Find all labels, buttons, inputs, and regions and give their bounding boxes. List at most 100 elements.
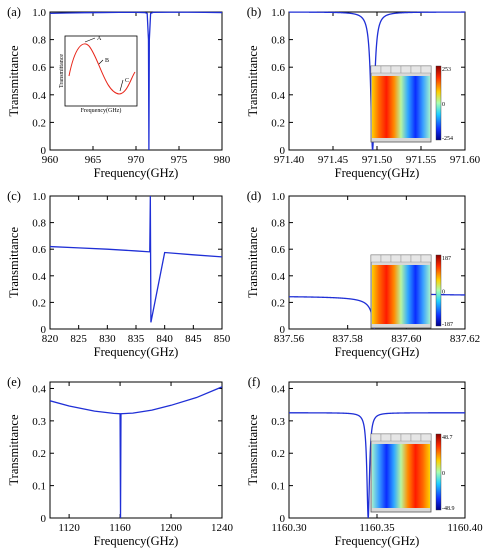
inset-arrow	[98, 59, 104, 65]
x-tick-label: 965	[85, 154, 102, 166]
inset: 48.7 0 -48.9	[370, 433, 455, 513]
y-axis-label: Transmittance	[7, 45, 21, 117]
y-tick-label: 0.2	[32, 297, 46, 309]
field-map-cell	[370, 433, 382, 442]
colorbar-max: 253	[442, 67, 451, 73]
panel-label: (f)	[248, 375, 261, 389]
colorbar-max: 187	[442, 256, 451, 262]
inset-arrow	[84, 37, 96, 43]
y-tick-label: 1.0	[32, 191, 46, 203]
chart-panel-4: 837.56 837.58 837.60 837.62 0 0.2 0.4 0.6 0.8 1.0…	[246, 189, 480, 359]
x-tick-label: 840	[156, 333, 173, 345]
plot-frame	[288, 195, 466, 330]
y-tick-label: 0.8	[271, 218, 285, 230]
field-map-cell	[410, 433, 422, 442]
x-axis-label: Frequency(GHz)	[94, 534, 179, 548]
inset: A B C Frequency(GHz) Transmittance	[59, 35, 138, 114]
y-tick-label: 0	[41, 513, 47, 525]
chart-panel-6: 1160.30 1160.35 1160.40 0 0.1 0.2 0.3 0.4 Freque…	[246, 375, 483, 548]
x-tick-label: 837.62	[450, 333, 480, 345]
field-map-cell	[390, 433, 402, 442]
field-map	[372, 76, 430, 138]
x-tick-label: 960	[42, 154, 59, 166]
y-axis-label: Transmittance	[7, 414, 21, 486]
field-map	[372, 265, 430, 324]
x-axis-label: Frequency(GHz)	[94, 345, 179, 359]
x-tick-label: 971.55	[406, 154, 437, 166]
colorbar-mid: 0	[442, 290, 445, 296]
y-tick-label: 0.3	[271, 416, 285, 428]
field-map	[372, 444, 430, 508]
chart-panel-3: 820 825 830 835 840 845 850 0 0.2 0.4 0.6 0.8 1.0 Fre…	[7, 189, 231, 359]
y-tick-label: 0.4	[32, 383, 46, 395]
field-map-cell	[400, 433, 412, 442]
y-tick-label: 0	[280, 513, 286, 525]
x-tick-label: 845	[185, 333, 202, 345]
y-tick-label: 0	[41, 324, 47, 336]
colorbar	[435, 65, 442, 141]
x-tick-label: 837.58	[333, 333, 364, 345]
colorbar-max: 48.7	[442, 435, 453, 441]
panel-label: (e)	[7, 375, 21, 389]
x-tick-label: 1200	[160, 522, 183, 534]
y-tick-label: 0	[280, 324, 286, 336]
inset-xlabel: Frequency(GHz)	[81, 107, 122, 114]
colorbar-mid: 0	[442, 471, 445, 477]
y-tick-label: 0	[41, 145, 47, 157]
panel-label: (d)	[247, 189, 262, 203]
x-tick-label: 1160.40	[447, 522, 483, 534]
x-tick-label: 830	[99, 333, 116, 345]
field-map-cell	[400, 65, 412, 74]
series-line-1	[50, 386, 222, 518]
colorbar	[435, 433, 442, 511]
x-axis-label: Frequency(GHz)	[335, 345, 420, 359]
chart-panel-5: 1120 1160 1200 1240 0 0.1 0.2 0.3 0.4 Frequency(G…	[7, 375, 234, 548]
x-tick-label: 835	[128, 333, 145, 345]
series-line-1	[289, 11, 465, 150]
y-tick-label: 0.6	[32, 244, 46, 256]
x-tick-label: 970	[128, 154, 145, 166]
field-map-cell	[370, 65, 382, 74]
y-tick-label: 0.4	[271, 383, 285, 395]
inset: 253 0 -254	[370, 65, 453, 143]
x-axis-label: Frequency(GHz)	[94, 166, 179, 180]
inset-curve	[68, 43, 136, 95]
y-tick-label: 1.0	[271, 191, 285, 203]
y-axis-label: Transmittance	[246, 45, 260, 117]
x-tick-label: 975	[171, 154, 188, 166]
y-tick-label: 1.0	[32, 7, 46, 19]
x-tick-label: 825	[70, 333, 87, 345]
field-map-cell	[370, 254, 382, 263]
series-line-1	[289, 412, 465, 518]
x-tick-label: 971.40	[274, 154, 305, 166]
x-tick-label: 1240	[211, 522, 234, 534]
field-map-cell	[390, 65, 402, 74]
y-tick-label: 0.6	[271, 244, 285, 256]
y-tick-label: 0.2	[271, 297, 285, 309]
field-map-cell	[420, 433, 432, 442]
panel-label: (b)	[247, 5, 262, 19]
x-tick-label: 971.50	[362, 154, 393, 166]
inset-point-label: A	[97, 36, 102, 42]
colorbar	[435, 254, 442, 327]
field-map-cell	[380, 433, 392, 442]
y-tick-label: 0.6	[32, 62, 46, 74]
y-tick-label: 0.2	[271, 448, 285, 460]
field-map-cell	[420, 254, 432, 263]
colorbar-min: -254	[442, 136, 453, 142]
x-tick-label: 837.60	[391, 333, 422, 345]
field-map-cell	[380, 65, 392, 74]
y-axis-label: Transmittance	[246, 414, 260, 486]
y-tick-label: 1.0	[271, 7, 285, 19]
y-tick-label: 0.8	[32, 35, 46, 47]
x-tick-label: 1120	[58, 522, 80, 534]
x-tick-label: 971.60	[450, 154, 481, 166]
y-tick-label: 0.2	[32, 448, 46, 460]
field-map-cell	[400, 254, 412, 263]
y-tick-label: 0.4	[271, 90, 285, 102]
field-map-cell	[390, 254, 402, 263]
chart-panel-1: 960 965 970 975 980 0 0.2 0.4 0.6 0.8 1.0 Frequency…	[7, 5, 231, 180]
plot-frame	[49, 381, 223, 519]
colorbar-mid: 0	[442, 102, 445, 108]
